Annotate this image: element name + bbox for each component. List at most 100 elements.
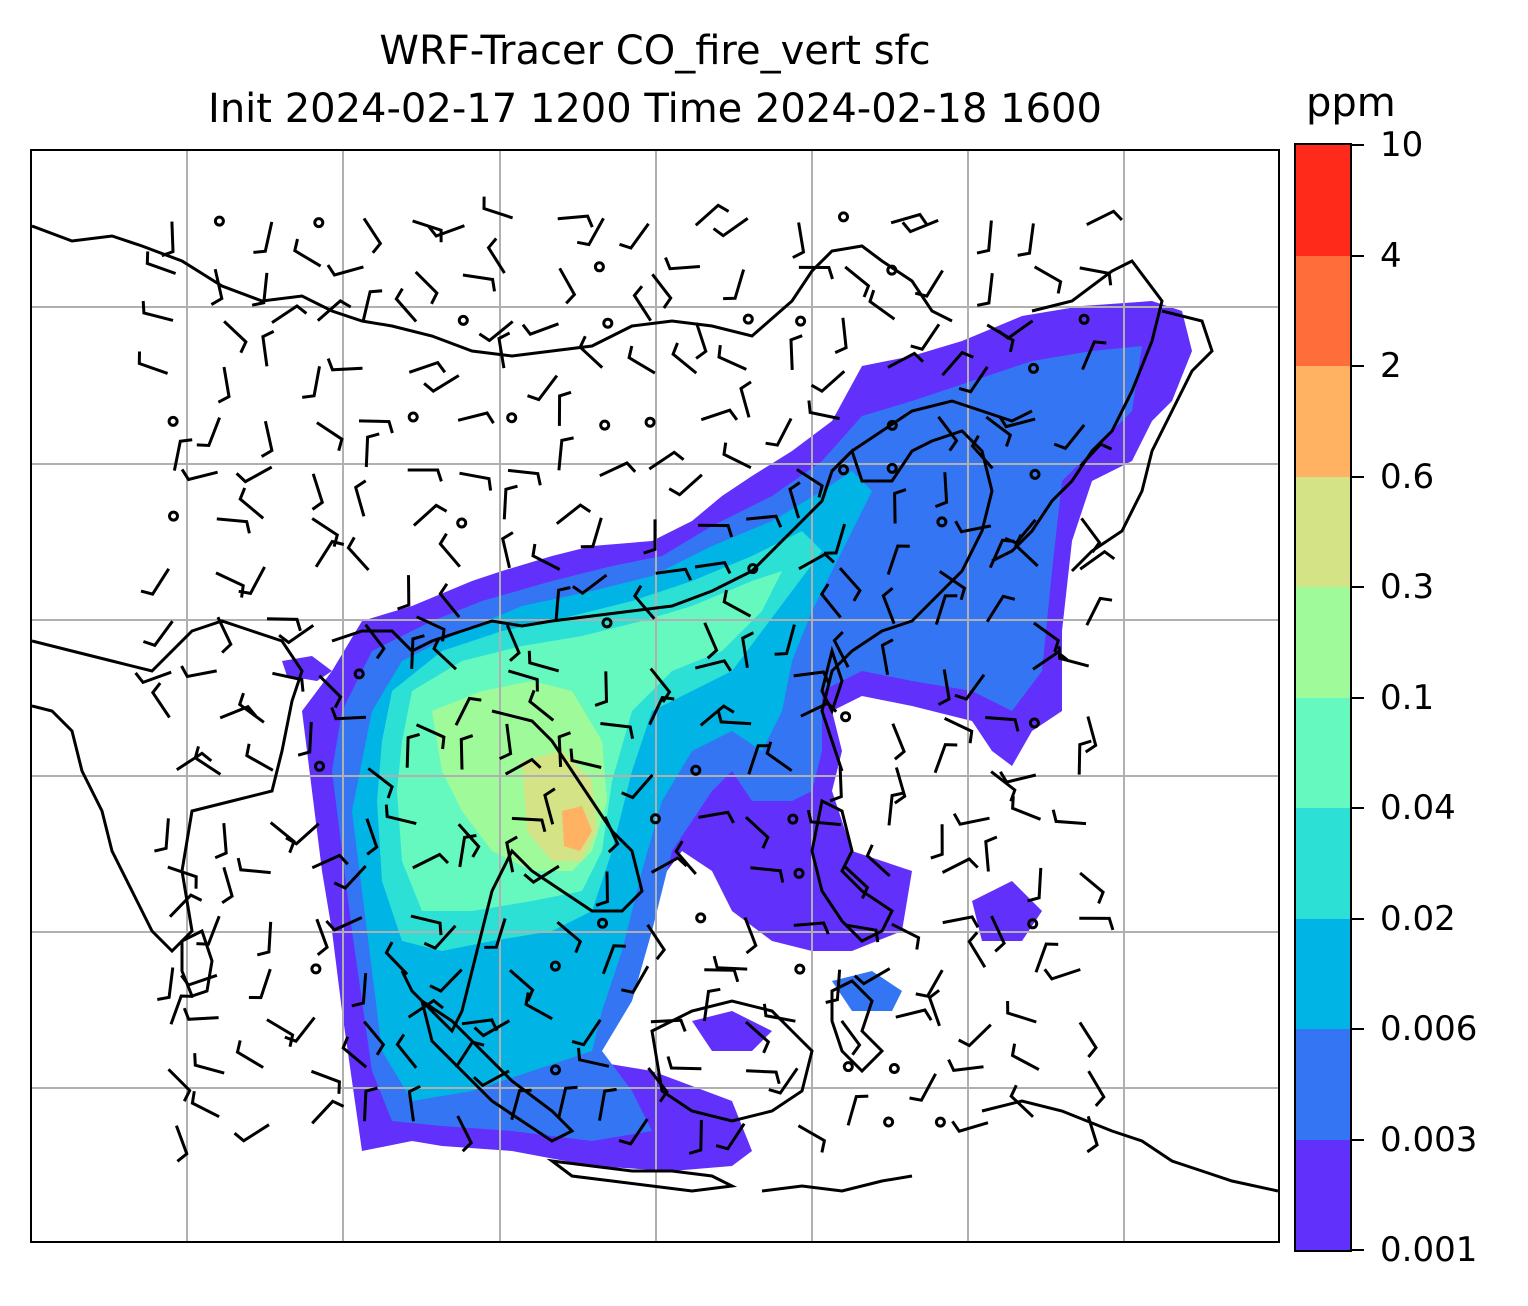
- calm-wind-marker: [456, 517, 468, 529]
- calm-wind-marker: [747, 563, 759, 575]
- wind-barb: [798, 265, 834, 280]
- wind-barb: [741, 631, 755, 669]
- calm-wind-marker: [550, 1064, 561, 1076]
- chart-title-line-2: Init 2024-02-17 1200 Time 2024-02-18 160…: [208, 86, 1102, 132]
- wind-barb: [214, 822, 228, 860]
- wind-barb: [316, 299, 352, 322]
- wind-barb: [472, 1069, 510, 1088]
- wind-barb: [272, 671, 305, 692]
- wind-barb: [895, 1008, 933, 1021]
- wind-barb: [947, 1058, 984, 1073]
- wind-barb: [351, 972, 368, 1008]
- calm-wind-marker: [506, 412, 518, 424]
- wind-barb: [844, 866, 870, 900]
- wind-barb: [1006, 1000, 1037, 1024]
- wind-barb: [271, 304, 308, 324]
- calm-wind-marker: [883, 1116, 895, 1128]
- wind-barb: [557, 731, 572, 767]
- wind-barb: [668, 473, 703, 497]
- wind-barb: [927, 989, 941, 1027]
- wind-barb: [934, 472, 949, 508]
- wind-barb: [951, 1120, 989, 1133]
- wind-barb: [688, 1119, 703, 1155]
- wind-barb: [462, 273, 496, 292]
- wind-barb: [846, 923, 880, 943]
- wind-barb: [346, 536, 370, 572]
- colorbar-segment: [1296, 1028, 1350, 1140]
- wind-barb: [315, 918, 329, 956]
- wind-barb: [990, 915, 1006, 953]
- wind-barb: [511, 816, 547, 833]
- wind-barb: [1087, 1070, 1106, 1107]
- wind-barb: [238, 566, 266, 596]
- wind-barb: [509, 969, 535, 1002]
- colorbar-tick: [1352, 917, 1364, 920]
- wind-barb: [196, 915, 221, 946]
- wind-barb: [405, 732, 421, 768]
- calm-wind-marker: [794, 963, 806, 975]
- border-china-south: [331, 399, 1033, 653]
- wind-barb: [774, 624, 796, 656]
- wind-barb: [797, 1124, 827, 1153]
- wind-barb: [269, 821, 296, 854]
- wind-barb: [297, 722, 313, 757]
- wind-barb: [868, 289, 896, 321]
- wind-barb: [310, 1069, 341, 1094]
- wind-barb: [1010, 1043, 1040, 1071]
- colorbar-tick-label: 0.1: [1380, 677, 1435, 718]
- wind-barb: [285, 822, 320, 846]
- colorbar-tick-label: 2: [1380, 346, 1402, 386]
- wind-barb: [473, 1019, 511, 1038]
- wind-barb: [557, 1085, 578, 1118]
- calm-wind-marker: [695, 912, 707, 924]
- wind-barb: [362, 217, 383, 254]
- wind-barb: [302, 366, 321, 399]
- wind-barb: [531, 543, 561, 571]
- wind-barb: [238, 487, 265, 520]
- wind-barb: [853, 967, 891, 986]
- colorbar-segment: [1296, 476, 1350, 587]
- calm-wind-marker: [886, 462, 898, 474]
- wind-barb: [326, 358, 363, 372]
- wind-barb: [423, 924, 457, 950]
- calm-wind-marker: [842, 1061, 854, 1073]
- wind-barb: [666, 1056, 702, 1071]
- wind-barb: [193, 1053, 225, 1075]
- wind-barb: [941, 857, 979, 874]
- wind-barb: [796, 468, 824, 498]
- wind-barb: [985, 594, 1016, 623]
- colorbar-segment: [1296, 1139, 1350, 1250]
- field-patch-3: [692, 1011, 772, 1051]
- wind-barb: [938, 570, 967, 601]
- wind-barb: [427, 224, 465, 238]
- wind-barb: [394, 287, 418, 323]
- wind-barb: [217, 366, 231, 404]
- colorbar-tick: [1352, 1028, 1364, 1030]
- wind-barb: [941, 350, 974, 377]
- coast-korea-japan: [991, 259, 1164, 563]
- wind-barb: [942, 915, 980, 929]
- wind-barb: [507, 468, 542, 486]
- wind-barb: [578, 335, 604, 369]
- wind-barb: [619, 222, 650, 250]
- wind-barb: [957, 1023, 992, 1048]
- calm-wind-marker: [1028, 362, 1039, 374]
- wind-barb: [408, 360, 447, 374]
- wind-barb: [253, 221, 274, 254]
- calm-wind-marker: [886, 264, 898, 276]
- calm-wind-marker: [742, 313, 754, 325]
- wind-barbs: [134, 196, 1123, 1163]
- wind-barb: [458, 834, 477, 868]
- colorbar-tick: [1352, 586, 1364, 588]
- wind-barb: [486, 237, 506, 274]
- wind-barb: [316, 421, 344, 452]
- field-patch-4: [972, 881, 1042, 941]
- wind-barb: [363, 1020, 386, 1056]
- wind-barb: [497, 331, 511, 369]
- wind-barb: [934, 594, 958, 626]
- colorbar-tick-label: 0.02: [1380, 898, 1456, 939]
- calm-wind-marker: [593, 261, 605, 273]
- colorbar-tick: [1352, 365, 1364, 367]
- wind-barb: [1051, 809, 1087, 826]
- wind-barb: [314, 539, 345, 568]
